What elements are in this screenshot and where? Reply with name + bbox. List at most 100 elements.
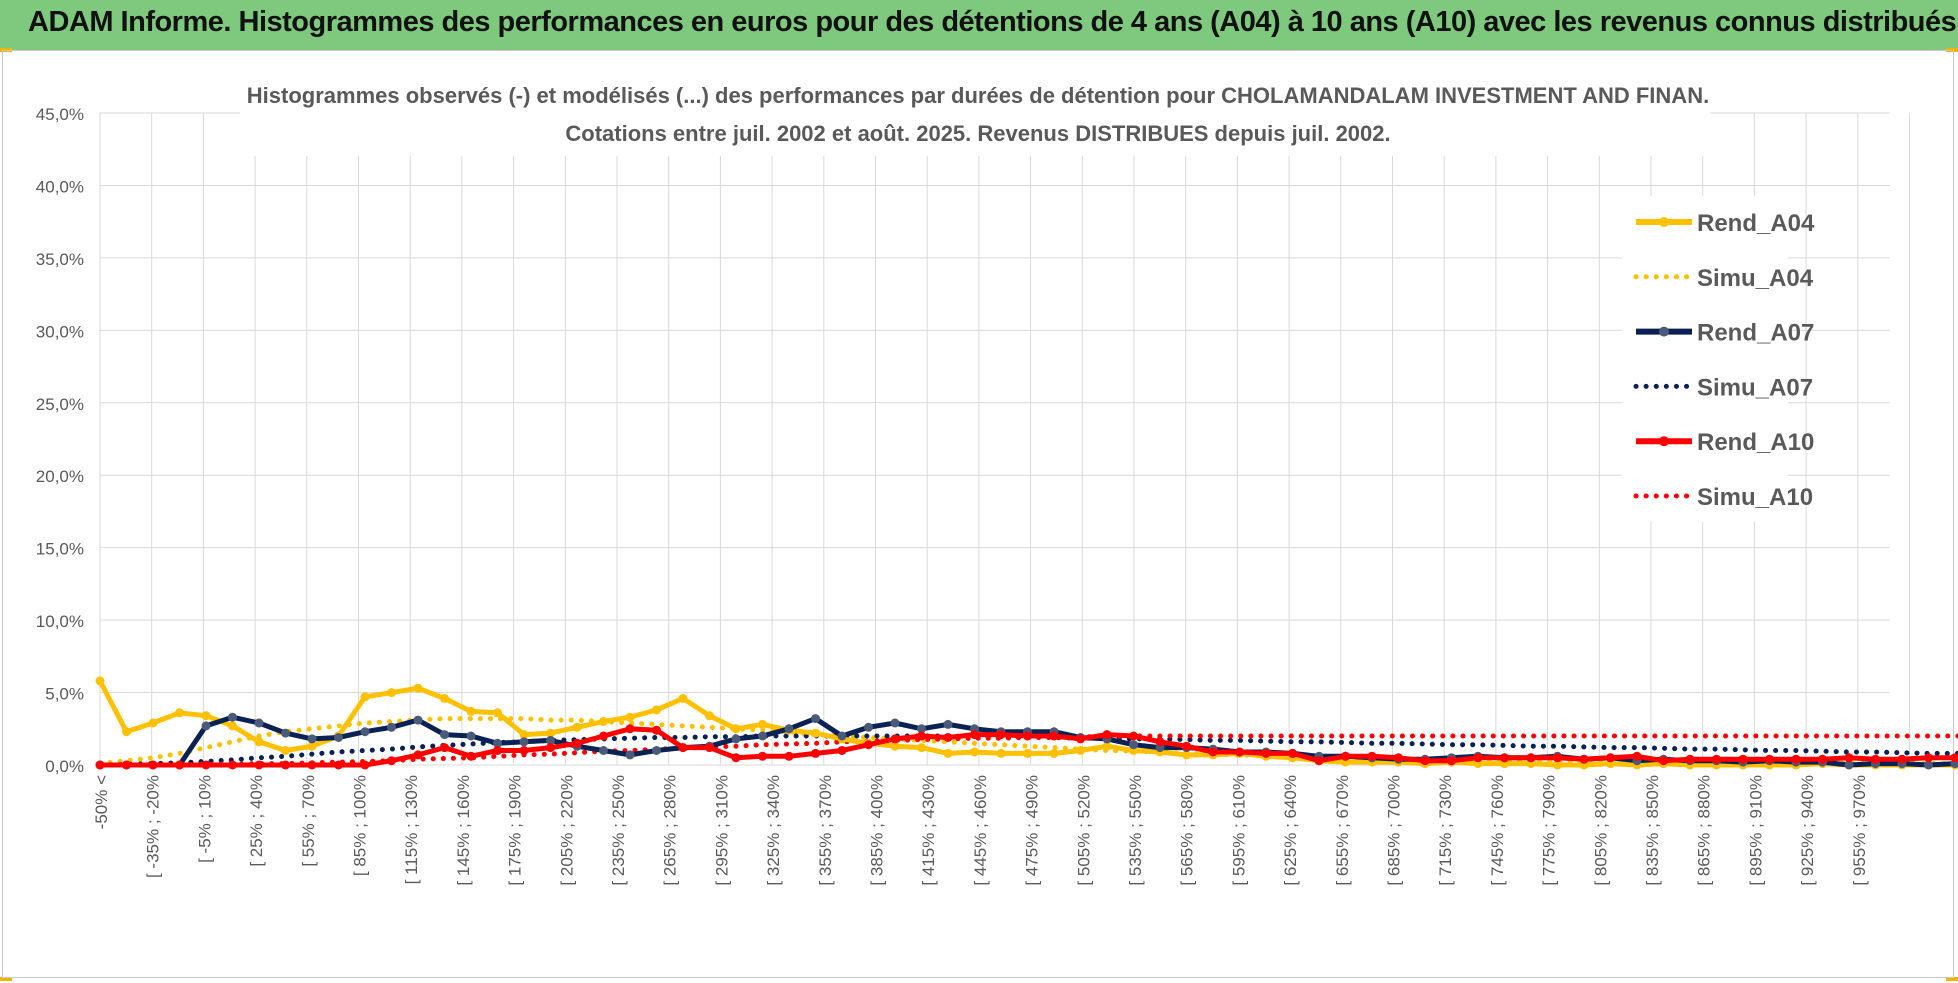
data-point [917, 743, 926, 753]
data-point [1606, 753, 1615, 763]
data-point [360, 692, 370, 702]
data-point [890, 741, 900, 751]
data-point [890, 734, 900, 744]
y-tick-label: 10,0% [36, 612, 84, 631]
data-point [1712, 754, 1721, 764]
x-tick-label: [ 775% ; 790% [1540, 775, 1559, 886]
data-point [811, 728, 820, 738]
y-tick-label: 15,0% [36, 540, 84, 559]
data-point [281, 746, 290, 755]
x-tick-label: [ 55% ; 70% [299, 775, 318, 867]
data-point [1447, 756, 1456, 766]
horizontal-gridlines [100, 112, 1890, 766]
data-point [1659, 756, 1668, 766]
legend: Rend_A04 Simu_A04 Rend_A07 Simu_A07 Rend_A10… [1633, 210, 1815, 511]
data-point [1076, 734, 1085, 744]
data-point [758, 751, 767, 761]
x-tick-label: [ 505% ; 520% [1074, 775, 1093, 886]
data-point [1049, 748, 1059, 758]
legend-item-simu-a04: Simu_A04 [1633, 265, 1814, 292]
x-tick-label: [ 25% ; 40% [247, 775, 266, 867]
data-point [334, 760, 343, 770]
data-point [1023, 731, 1032, 741]
series-rend-a10 [95, 724, 1958, 770]
legend-label: Rend_A10 [1697, 429, 1814, 456]
data-point [943, 719, 953, 729]
data-point [1738, 754, 1748, 764]
data-point [493, 746, 502, 755]
x-tick-label: [ 835% ; 850% [1643, 775, 1662, 886]
x-tick-label: [ 175% ; 190% [506, 775, 525, 886]
data-point [201, 760, 211, 770]
data-point [917, 731, 926, 741]
data-point [281, 728, 290, 738]
data-point [1182, 741, 1191, 751]
legend-marker [1659, 217, 1669, 227]
legend-marker [1659, 326, 1669, 337]
legend-label: Simu_A10 [1697, 484, 1813, 511]
data-point [1553, 760, 1562, 770]
data-point [943, 748, 953, 758]
data-point [625, 724, 635, 734]
data-point [652, 725, 661, 735]
data-point [1023, 748, 1032, 758]
data-point [440, 730, 449, 740]
data-point [1102, 741, 1112, 751]
data-point [95, 676, 105, 686]
data-point [201, 711, 211, 721]
data-point [228, 721, 237, 731]
data-point [1155, 737, 1165, 747]
data-point [890, 718, 900, 728]
data-point [387, 756, 396, 766]
data-point [1341, 751, 1350, 761]
report-title: ADAM Informe. Histogrammes des performan… [28, 6, 1957, 38]
data-point [360, 760, 370, 770]
x-tick-label: [ 955% ; 970% [1850, 775, 1869, 886]
data-point [1844, 753, 1854, 763]
data-point [307, 760, 317, 770]
legend-item-rend-a07: Rend_A07 [1636, 320, 1814, 347]
data-point [413, 715, 423, 725]
corner-mark [0, 977, 12, 981]
data-point [1261, 748, 1271, 758]
y-tick-label: 35,0% [36, 250, 84, 269]
x-tick-label: [ 445% ; 460% [971, 775, 990, 886]
x-tick-label: [ 385% ; 400% [868, 775, 887, 886]
data-point [493, 738, 502, 748]
data-point [758, 731, 767, 741]
data-point [1950, 753, 1958, 763]
data-point [1526, 753, 1536, 763]
x-tick-label: [ 295% ; 310% [712, 775, 731, 886]
data-point [1367, 751, 1377, 761]
data-point [599, 731, 608, 741]
data-point [1765, 754, 1774, 764]
legend-marker [1659, 436, 1669, 447]
legend-background [1622, 196, 1788, 522]
data-point [1420, 756, 1430, 766]
data-point [254, 737, 264, 747]
series-rend-a07 [95, 712, 1958, 770]
data-point [95, 760, 105, 770]
data-point [1632, 751, 1642, 761]
data-point [1924, 760, 1933, 770]
data-point [705, 711, 714, 721]
data-point [678, 743, 688, 753]
chart-frame [2, 50, 1954, 978]
data-point [970, 730, 979, 740]
y-tick-label: 20,0% [36, 467, 84, 486]
legend-label: Simu_A07 [1697, 374, 1813, 401]
data-point [519, 737, 529, 747]
y-tick-label: 45,0% [36, 105, 84, 124]
data-point [678, 693, 688, 703]
data-point [254, 760, 264, 770]
data-point [864, 740, 873, 750]
data-point [440, 743, 449, 753]
y-tick-label: 25,0% [36, 395, 84, 414]
data-point [413, 683, 423, 693]
data-point [493, 708, 502, 718]
data-point [917, 724, 926, 734]
data-point [466, 751, 476, 761]
data-point [387, 722, 396, 732]
data-point [466, 706, 476, 716]
data-point [1871, 754, 1880, 764]
